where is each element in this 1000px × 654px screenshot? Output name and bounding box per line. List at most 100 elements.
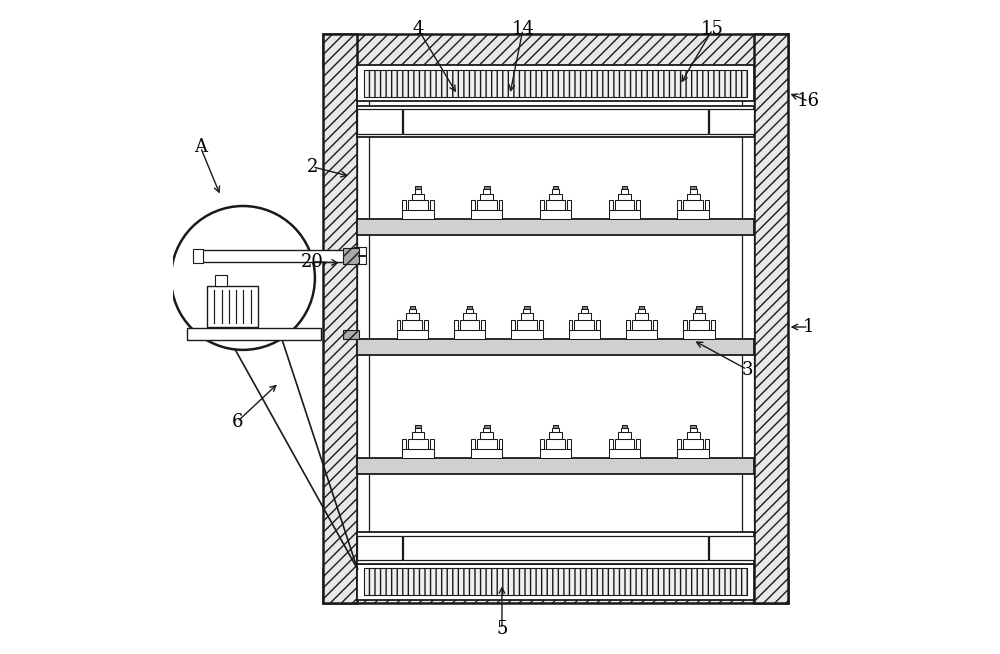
Bar [480,432,493,439]
Bar [609,211,640,219]
Text: A: A [194,138,207,156]
Bar [483,428,490,432]
Bar [609,200,613,211]
Bar [357,109,402,134]
Bar [415,428,421,432]
Bar [690,186,696,189]
Bar [615,200,634,211]
Bar [430,200,434,211]
Bar [626,330,657,339]
Bar [621,189,628,194]
Bar [215,275,227,286]
Bar [553,425,558,428]
Text: 14: 14 [511,20,534,39]
Text: 20: 20 [301,252,324,271]
Bar [635,313,648,320]
Bar [207,286,258,327]
Bar [539,320,543,330]
Bar [540,449,571,458]
Bar [403,536,708,560]
Bar [412,194,424,200]
Bar [709,536,754,560]
Bar [677,211,709,219]
Bar [357,339,754,355]
Bar [636,200,640,211]
Bar [639,306,644,309]
Bar [402,200,406,211]
Bar [693,313,705,320]
Bar [690,428,697,432]
Bar [549,432,562,439]
Bar [653,320,657,330]
Bar [687,432,700,439]
Bar [517,320,537,330]
Bar [343,248,359,264]
Bar [483,189,490,194]
Bar [638,309,645,313]
Bar [683,330,715,339]
Bar [357,536,402,560]
Bar [615,439,634,449]
Bar [618,194,631,200]
Bar [471,200,475,211]
Text: 4: 4 [413,20,424,39]
Bar [552,428,559,432]
Bar [403,109,708,134]
Bar [402,449,434,458]
Text: 16: 16 [797,92,820,111]
Bar [460,320,479,330]
Bar [567,439,571,449]
Bar [567,200,571,211]
Bar [415,189,421,194]
Bar [690,425,696,428]
Bar [410,306,415,309]
Bar [687,194,700,200]
Bar [742,68,754,569]
Bar [481,320,485,330]
Bar [499,200,502,211]
Bar [632,320,651,330]
Text: 3: 3 [741,360,753,379]
Bar [323,569,788,603]
Bar [323,34,357,603]
Bar [467,306,472,309]
Bar [711,320,715,330]
Bar [677,439,681,449]
Bar [609,449,640,458]
Bar [690,189,697,194]
Bar [187,328,321,340]
Bar [621,428,628,432]
Bar [402,211,434,219]
Bar [540,211,571,219]
Bar [454,330,485,339]
Bar [754,34,788,603]
Bar [677,449,709,458]
Bar [357,68,754,569]
Text: 5: 5 [496,620,508,638]
Bar [480,194,493,200]
Bar [397,320,400,330]
Bar [636,439,640,449]
Bar [471,449,502,458]
Bar [408,200,428,211]
Bar [683,200,703,211]
Bar [549,194,562,200]
Bar [622,186,627,189]
Bar [596,320,600,330]
Bar [357,68,369,569]
Bar [511,320,515,330]
Bar [357,106,754,137]
Bar [552,189,559,194]
Text: 1: 1 [803,318,814,336]
Bar [689,320,709,330]
Bar [484,425,490,428]
Bar [454,320,458,330]
Bar [402,439,406,449]
Bar [343,330,359,339]
Bar [569,330,600,339]
Bar [484,186,490,189]
Bar [705,439,709,449]
Bar [523,309,530,313]
Bar [696,306,702,309]
Bar [524,306,530,309]
